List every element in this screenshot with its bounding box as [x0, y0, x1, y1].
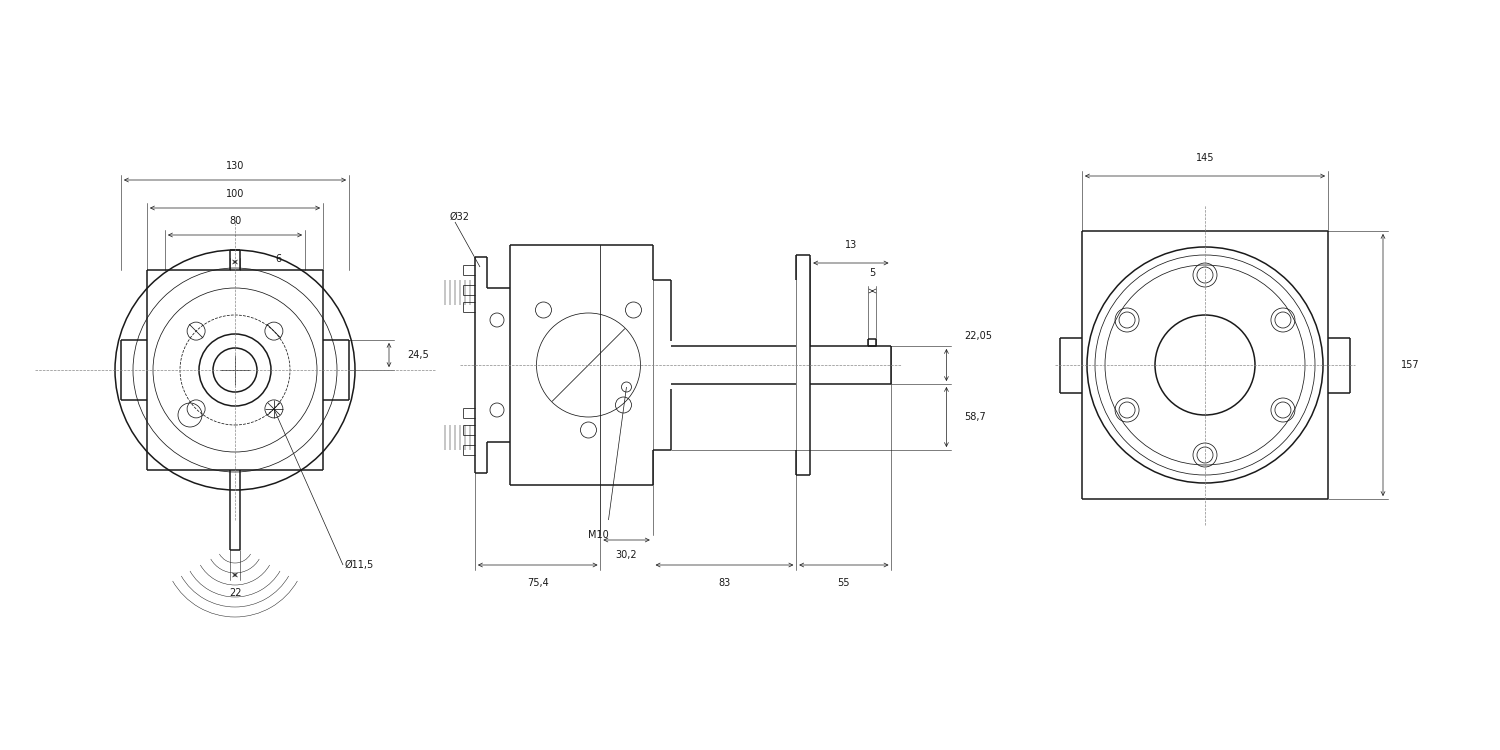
Text: 75,4: 75,4 — [526, 578, 549, 588]
Text: 13: 13 — [844, 240, 856, 250]
Text: 5: 5 — [870, 268, 876, 278]
Text: 22,05: 22,05 — [964, 331, 993, 341]
Text: 80: 80 — [230, 216, 242, 226]
Text: Ø11,5: Ø11,5 — [345, 560, 375, 570]
Text: 58,7: 58,7 — [964, 412, 986, 422]
Text: 24,5: 24,5 — [406, 350, 429, 360]
Text: 22: 22 — [228, 588, 242, 598]
Text: Ø32: Ø32 — [450, 212, 470, 222]
Text: 6: 6 — [274, 254, 280, 264]
Text: 30,2: 30,2 — [616, 550, 638, 560]
Text: 157: 157 — [1401, 360, 1419, 370]
Text: 55: 55 — [837, 578, 850, 588]
Text: M10: M10 — [588, 530, 609, 540]
Text: 83: 83 — [718, 578, 730, 588]
Text: 100: 100 — [226, 189, 244, 199]
Text: 145: 145 — [1196, 153, 1215, 163]
Text: 130: 130 — [226, 161, 244, 171]
